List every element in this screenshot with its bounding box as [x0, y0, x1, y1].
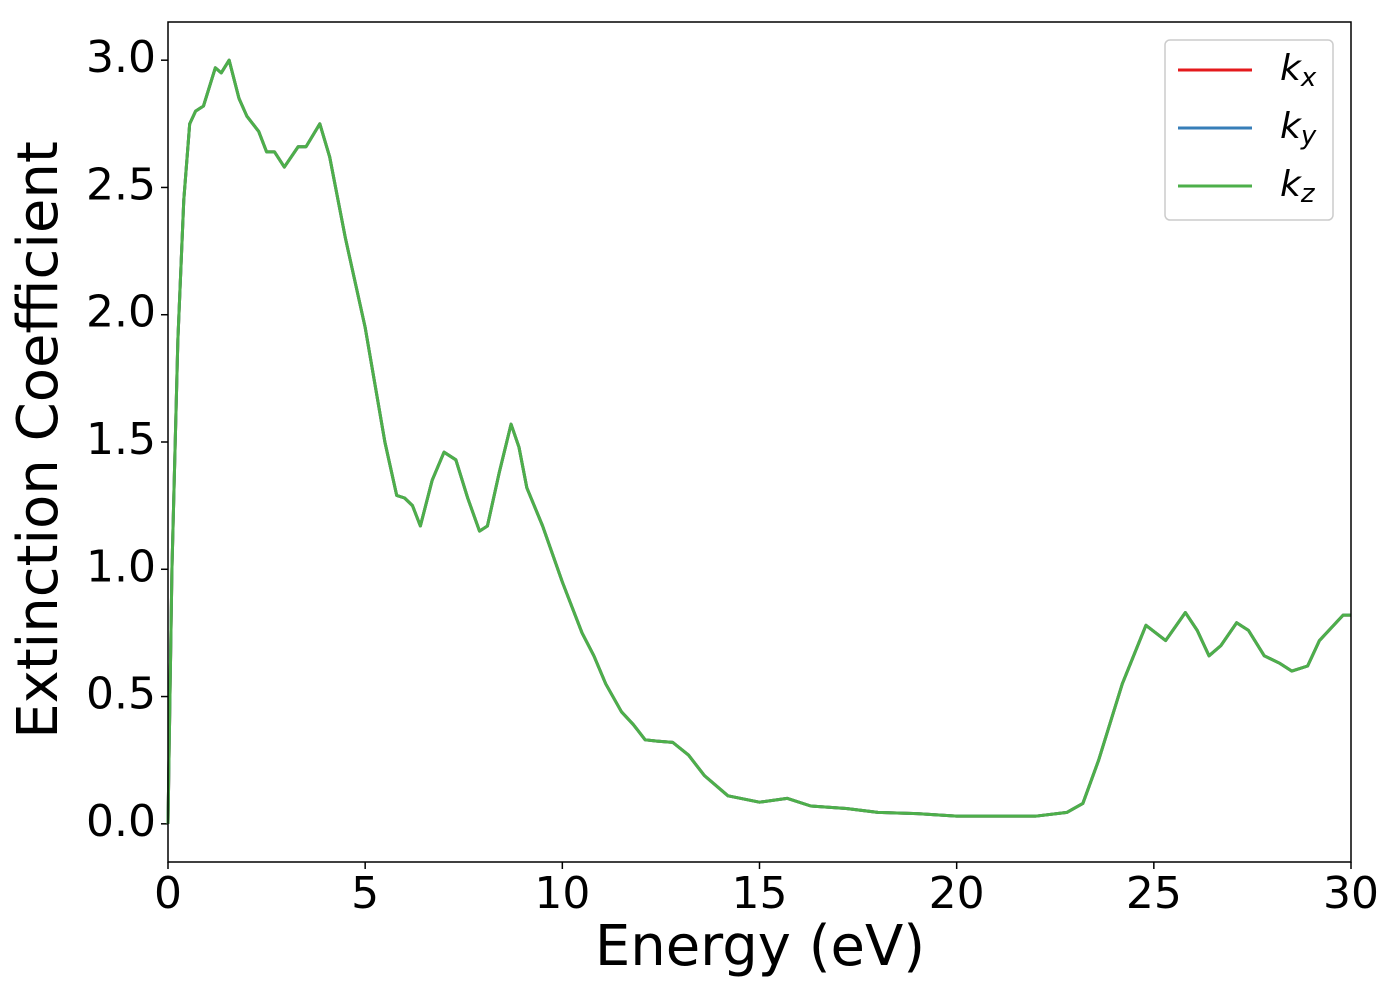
plot-frame	[167, 21, 1352, 863]
x-tick-label: 30	[1323, 868, 1379, 919]
y-tick-label: 0.5	[86, 669, 156, 720]
x-axis-label: Energy (eV)	[595, 914, 925, 979]
legend-label: kx	[1280, 48, 1317, 93]
y-tick-label: 1.5	[86, 414, 156, 465]
x-tick-label: 20	[929, 868, 985, 919]
y-tick-label: 1.0	[86, 541, 156, 592]
legend-label: kz	[1280, 164, 1316, 209]
y-tick-label: 3.0	[86, 32, 156, 83]
x-tick-label: 25	[1126, 868, 1182, 919]
y-tick-label: 0.0	[86, 796, 156, 847]
y-tick-label: 2.0	[86, 287, 156, 338]
y-axis-label: Extinction Coefficient	[6, 141, 71, 739]
y-tick-label: 2.5	[86, 159, 156, 210]
x-tick-label: 10	[534, 868, 590, 919]
legend-box	[1164, 39, 1334, 221]
legend-label: ky	[1280, 106, 1317, 151]
series-line	[166, 58, 1351, 824]
x-tick-label: 15	[732, 868, 788, 919]
x-tick-label: 5	[351, 868, 379, 919]
x-tick-label: 0	[154, 868, 182, 919]
